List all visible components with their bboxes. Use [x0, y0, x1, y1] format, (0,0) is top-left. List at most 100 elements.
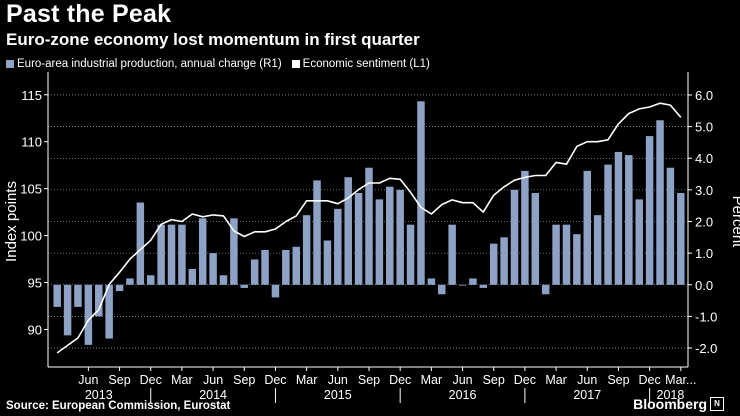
bar-16: [219, 275, 228, 285]
x-month-label-15: Mar: [545, 373, 567, 387]
bar-series: [53, 101, 685, 345]
bar-33: [396, 189, 404, 285]
x-month-label-18: Dec: [639, 373, 661, 387]
bar-21: [271, 284, 280, 298]
y-left-tick-label-2: 105: [20, 182, 42, 197]
bar-31: [375, 199, 384, 285]
bar-17: [230, 218, 238, 285]
bar-58: [656, 120, 664, 285]
bar-23: [292, 246, 300, 285]
bar-8: [136, 202, 145, 285]
bar-48: [552, 224, 560, 285]
x-month-label-17: Sep: [607, 373, 629, 387]
bar-9: [146, 275, 155, 285]
x-month-label-4: Jun: [203, 373, 223, 387]
bar-45: [521, 170, 529, 285]
x-month-label-7: Mar: [296, 373, 318, 387]
x-month-label-19: Mar...: [665, 373, 696, 387]
bar-52: [593, 215, 602, 285]
bar-54: [614, 151, 623, 285]
sentiment-line: [56, 102, 682, 354]
y-left-tick-label-4: 95: [28, 276, 42, 291]
y-right-axis-title: Percent: [729, 196, 740, 249]
bar-25: [313, 180, 321, 285]
bar-56: [635, 199, 643, 285]
bar-37: [438, 284, 446, 295]
bar-28: [344, 177, 352, 285]
bar-47: [541, 284, 550, 295]
x-month-label-3: Mar: [171, 373, 193, 387]
brand-logo: Bloomberg N: [633, 396, 724, 412]
bar-38: [448, 224, 456, 285]
x-month-label-16: Jun: [577, 373, 597, 387]
bar-5: [105, 284, 113, 339]
y-right-tick-label-0: 6.0: [695, 88, 713, 103]
bar-29: [354, 193, 363, 285]
x-month-label-13: Sep: [483, 373, 505, 387]
bar-44: [510, 189, 519, 285]
bar-18: [240, 284, 249, 288]
chart-subtitle: Euro-zone economy lost momentum in first…: [6, 30, 420, 49]
bar-50: [573, 234, 581, 285]
bar-42: [489, 243, 498, 285]
bar-11: [167, 224, 176, 285]
bar-10: [157, 224, 165, 285]
bar-43: [500, 237, 508, 285]
bar-13: [188, 268, 197, 285]
bar-2: [74, 284, 82, 307]
legend: Euro-area industrial production, annual …: [6, 58, 430, 70]
bar-34: [406, 224, 415, 285]
bar-39: [458, 284, 467, 286]
x-month-label-6: Dec: [264, 373, 286, 387]
source-note: Source: European Commission, Eurostat: [6, 400, 231, 412]
y-left-tick-label-1: 110: [21, 135, 42, 150]
y-right-tick-label-2: 4.0: [695, 151, 713, 166]
y-right-tick-label-8: -2.0: [695, 341, 717, 356]
x-month-label-12: Jun: [452, 373, 472, 387]
bar-35: [417, 101, 425, 285]
brand-name: Bloomberg: [633, 396, 707, 412]
bar-15: [209, 253, 217, 285]
bar-20: [261, 249, 269, 285]
bar-3: [84, 284, 93, 345]
x-month-label-1: Sep: [108, 373, 130, 387]
x-year-label-1: 2014: [199, 388, 227, 402]
y-left-tick-label-0: 115: [21, 88, 42, 103]
y-right-tick-label-3: 3.0: [695, 183, 713, 198]
x-month-label-2: Dec: [140, 373, 162, 387]
x-year-label-4: 2017: [573, 388, 601, 402]
x-month-label-9: Sep: [358, 373, 380, 387]
x-month-label-10: Dec: [389, 373, 411, 387]
bar-7: [126, 278, 134, 285]
bar-40: [469, 278, 477, 285]
y-right-tick-label-7: -1.0: [695, 309, 717, 324]
bar-24: [302, 215, 311, 285]
bar-30: [365, 167, 373, 285]
brand-icon: N: [710, 397, 724, 411]
bar-26: [323, 240, 332, 285]
bar-0: [53, 284, 61, 307]
x-year-label-5: 2018: [657, 388, 685, 402]
bar-1: [63, 284, 72, 336]
y-right-tick-label-1: 5.0: [695, 120, 713, 135]
y-left-axis-title: Index points: [3, 181, 20, 262]
bar-19: [250, 259, 259, 285]
x-year-label-2: 2015: [324, 388, 352, 402]
bar-57: [645, 136, 654, 285]
bar-41: [479, 284, 488, 288]
x-year-label-0: 2013: [85, 388, 113, 402]
bar-59: [666, 167, 675, 285]
legend-swatch-bar: [6, 60, 14, 68]
bar-60: [677, 193, 685, 285]
y-left-tick-label-3: 100: [20, 229, 42, 244]
legend-item-industrial-production: Euro-area industrial production, annual …: [6, 58, 282, 70]
chart-title: Past the Peak: [6, 0, 172, 28]
bar-51: [583, 170, 592, 285]
axes: 6.0 5.0 4.0 3.0 2.0 1.0 0.0 -1.0 -2.0 115 110 105 10…: [3, 72, 740, 403]
bar-22: [282, 249, 290, 285]
bar-49: [562, 224, 571, 285]
bar-14: [198, 218, 207, 285]
bar-53: [604, 164, 612, 285]
bar-46: [531, 193, 540, 285]
